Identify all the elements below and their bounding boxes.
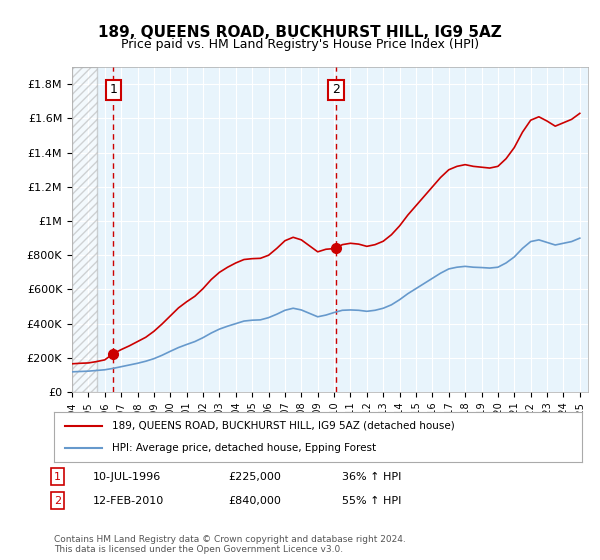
Text: 189, QUEENS ROAD, BUCKHURST HILL, IG9 5AZ: 189, QUEENS ROAD, BUCKHURST HILL, IG9 5A… bbox=[98, 25, 502, 40]
Text: 55% ↑ HPI: 55% ↑ HPI bbox=[342, 496, 401, 506]
Text: 36% ↑ HPI: 36% ↑ HPI bbox=[342, 472, 401, 482]
Text: 1: 1 bbox=[54, 472, 61, 482]
Text: 2: 2 bbox=[54, 496, 61, 506]
Text: HPI: Average price, detached house, Epping Forest: HPI: Average price, detached house, Eppi… bbox=[112, 443, 376, 453]
Text: £840,000: £840,000 bbox=[228, 496, 281, 506]
Text: 189, QUEENS ROAD, BUCKHURST HILL, IG9 5AZ (detached house): 189, QUEENS ROAD, BUCKHURST HILL, IG9 5A… bbox=[112, 421, 455, 431]
Text: 1: 1 bbox=[110, 83, 118, 96]
Bar bbox=[72, 67, 97, 392]
Text: Contains HM Land Registry data © Crown copyright and database right 2024.
This d: Contains HM Land Registry data © Crown c… bbox=[54, 535, 406, 554]
Text: 10-JUL-1996: 10-JUL-1996 bbox=[93, 472, 161, 482]
Text: Price paid vs. HM Land Registry's House Price Index (HPI): Price paid vs. HM Land Registry's House … bbox=[121, 38, 479, 51]
Text: £225,000: £225,000 bbox=[228, 472, 281, 482]
Text: 2: 2 bbox=[332, 83, 340, 96]
Text: 12-FEB-2010: 12-FEB-2010 bbox=[93, 496, 164, 506]
